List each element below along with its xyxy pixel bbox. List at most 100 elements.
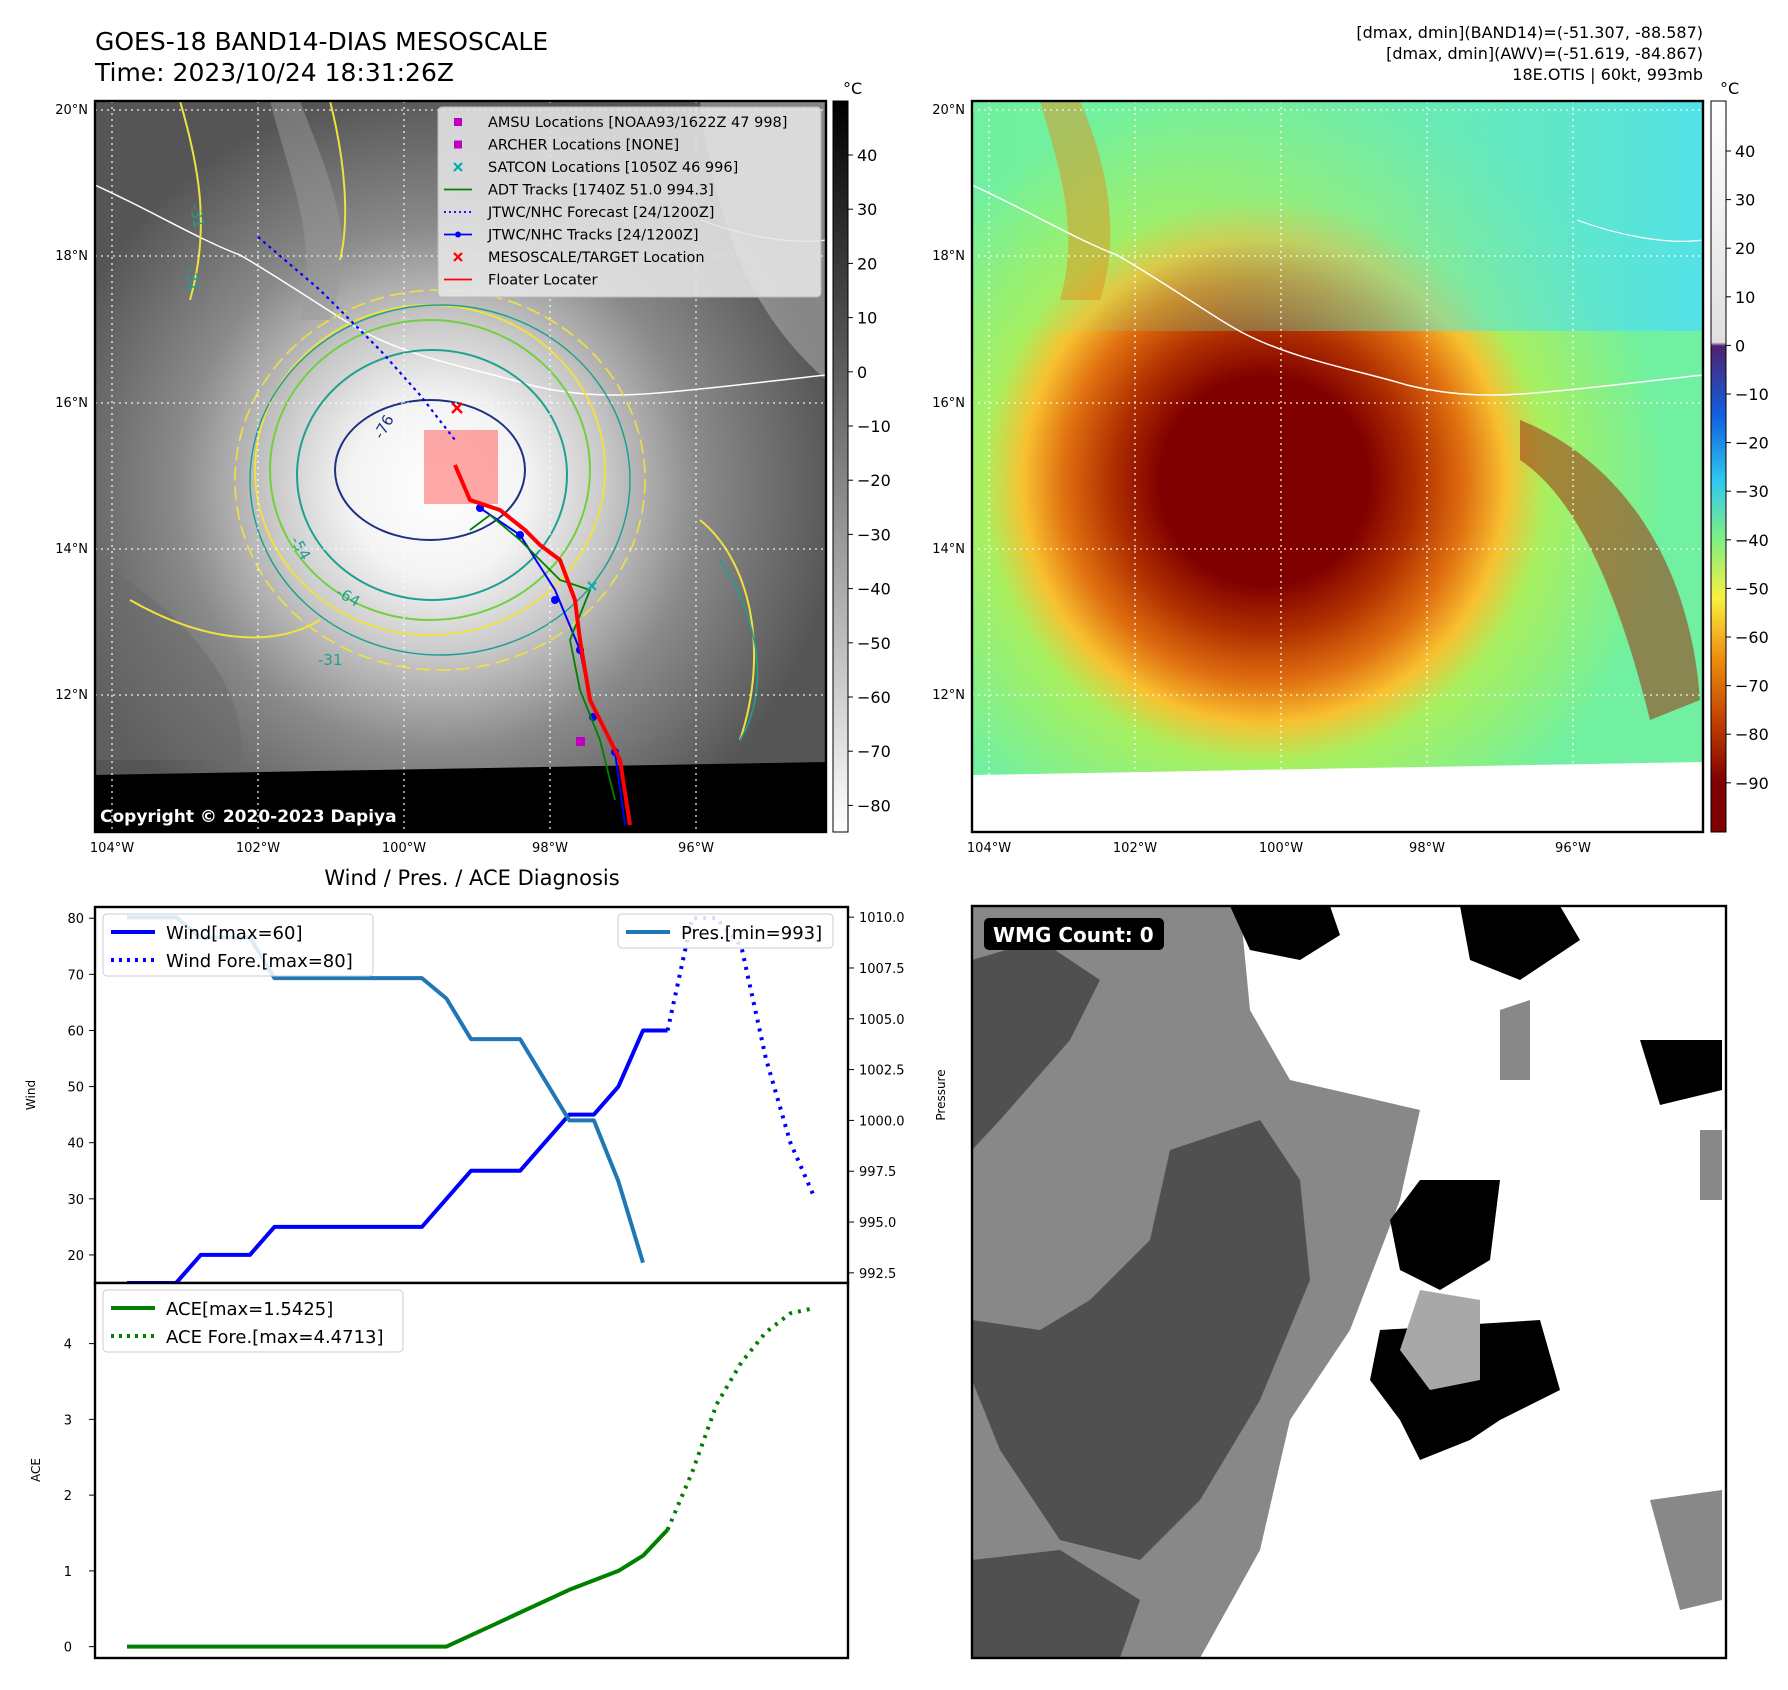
legend-ace: ACE[max=1.5425] (166, 1299, 333, 1320)
colorbar-unit: °C (843, 79, 862, 98)
lat-label: 16°N (55, 396, 88, 411)
legend-item-label: ARCHER Locations [NONE] (488, 138, 679, 154)
wind-tick-label: 50 (67, 1081, 84, 1096)
wind-tick-label: 30 (67, 1193, 84, 1208)
lon-label: 98°W (532, 841, 568, 856)
figure-time: Time: 2023/10/24 18:31:26Z (94, 58, 454, 87)
wind-legend: Wind[max=60] Wind Fore.[max=80] (102, 913, 374, 977)
colorbar-tick-label: 0 (857, 363, 867, 382)
diagnosis-title: Wind / Pres. / ACE Diagnosis (324, 866, 619, 890)
series-line-forecast (665, 916, 817, 1200)
pressure-tick-label: 1000.0 (859, 1114, 905, 1129)
legend-marker-dot (455, 231, 461, 238)
legend-pressure: Pres.[min=993] (681, 923, 822, 944)
colorbar-tick-label: −50 (1735, 579, 1769, 598)
lat-label: 20°N (55, 103, 88, 118)
ace-tick-label: 4 (64, 1338, 72, 1353)
contour-label: -31 (181, 266, 203, 293)
legend-item-label: JTWC/NHC Forecast [24/1200Z] (487, 205, 714, 221)
colorbar-tick-label: 30 (857, 200, 877, 219)
wind-tick-label: 80 (67, 912, 84, 927)
colorbar-tick-label: 40 (1735, 142, 1755, 161)
colorbar-tick-label: −60 (1735, 628, 1769, 647)
legend-item-label: Floater Locater (488, 273, 597, 289)
ir-map-panel: -76 -64 -54 -31 -31 -31 (55, 99, 828, 856)
ace-axis-label: ACE (29, 1458, 43, 1482)
colorbar-tick-label: −70 (1735, 677, 1769, 696)
colorbar-tick-label: −40 (1735, 531, 1769, 550)
pressure-tick-label: 992.5 (859, 1267, 896, 1282)
wmg-panel: WMG Count: 0 (970, 904, 1728, 1660)
colorbar-tick-label: −80 (1735, 725, 1769, 744)
colorbar-tick-label: 40 (857, 146, 877, 165)
lat-label: 20°N (932, 103, 965, 118)
lat-label: 14°N (55, 542, 88, 557)
lon-label: 96°W (678, 841, 714, 856)
wind-tick-label: 70 (67, 968, 84, 983)
lon-label: 104°W (90, 841, 134, 856)
contour-label: -31 (318, 651, 343, 669)
lon-label: 102°W (1113, 841, 1157, 856)
lon-label: 104°W (967, 841, 1011, 856)
pressure-tick-label: 995.0 (859, 1216, 896, 1231)
wind-axis-label: Wind (24, 1080, 38, 1110)
ace-tick-label: 0 (64, 1641, 72, 1656)
legend-marker-square (454, 118, 462, 126)
figure-title: GOES-18 BAND14-DIAS MESOSCALE (95, 27, 548, 56)
pressure-tick-label: 997.5 (859, 1165, 896, 1180)
legend-wind-forecast: Wind Fore.[max=80] (166, 951, 353, 972)
colorbar-tick-label: −30 (857, 525, 891, 544)
colorbar-tick-label: −30 (1735, 482, 1769, 501)
storm-info: 18E.OTIS | 60kt, 993mb (1512, 65, 1703, 84)
legend-marker-x (453, 162, 463, 172)
colorbar-gray: °C 40 30 20 10 0 −10 −20 −30 −40 −50 −60 −70 −80 (832, 79, 891, 833)
legend-ace-forecast: ACE Fore.[max=4.4713] (166, 1327, 384, 1348)
ace-tick-label: 1 (64, 1565, 72, 1580)
colorbar-tick-label: 0 (1735, 336, 1745, 355)
series-line-forecast (665, 1305, 816, 1531)
pressure-axis-label: Pressure (934, 1069, 948, 1120)
wind-tick-label: 60 (67, 1024, 84, 1039)
colorbar-tick-label: −10 (1735, 385, 1769, 404)
lat-label: 18°N (932, 249, 965, 264)
colorbar-color: °C 40 30 20 10 0 −10 −20 −30 −40 −50 −60 −70 −80 −90 (1710, 79, 1769, 833)
map-legend: AMSU Locations [NOAA93/1622Z 47 998] ARCH… (437, 106, 822, 298)
awv-map-panel: 20°N 18°N 16°N 14°N 12°N 104°W 102°W 100… (932, 99, 1705, 856)
lon-label: 98°W (1409, 841, 1445, 856)
ace-chart: 4 3 2 1 0 ACE ACE[max=1.5425] ACE Fore.[max=… (29, 1281, 850, 1660)
lat-label: 16°N (932, 396, 965, 411)
colorbar-tick-label: 20 (857, 254, 877, 273)
colorbar-tick-label: 10 (857, 309, 877, 328)
legend-item-label: MESOSCALE/TARGET Location (488, 250, 705, 266)
wmg-count-label: WMG Count: 0 (993, 923, 1154, 947)
legend-marker-square (454, 140, 462, 149)
copyright: Copyright © 2020-2023 Dapiya (100, 807, 397, 827)
wind-tick-label: 20 (67, 1249, 84, 1264)
colorbar-unit: °C (1720, 79, 1739, 98)
stats-awv: [dmax, dmin](AWV)=(-51.619, -84.867) (1386, 44, 1703, 63)
colorbar-tick-label: −50 (857, 634, 891, 653)
legend-item-label: AMSU Locations [NOAA93/1622Z 47 998] (488, 115, 787, 131)
lat-label: 14°N (932, 542, 965, 557)
legend-marker-x (453, 252, 463, 262)
lat-label: 12°N (55, 688, 88, 703)
lon-label: 100°W (1259, 841, 1303, 856)
wind-pressure-chart: 80 70 60 50 40 30 20 1010.0 1007.5 1005.0 1002.5 1… (24, 905, 948, 1285)
colorbar-tick-label: −70 (857, 742, 891, 761)
pressure-tick-label: 1002.5 (859, 1064, 905, 1079)
colorbar-tick-label: −60 (857, 688, 891, 707)
legend-item-label: SATCON Locations [1050Z 46 996] (488, 160, 738, 176)
colorbar-tick-label: 30 (1735, 191, 1755, 210)
colorbar-tick-label: −20 (1735, 434, 1769, 453)
pressure-tick-label: 1010.0 (859, 911, 905, 926)
pressure-legend: Pres.[min=993] (617, 913, 834, 949)
lon-label: 100°W (382, 841, 426, 856)
lon-label: 102°W (236, 841, 280, 856)
colorbar-tick-label: −20 (857, 471, 891, 490)
legend-wind: Wind[max=60] (166, 923, 303, 944)
contour-label: -31 (186, 203, 208, 230)
colorbar-tick-label: −10 (857, 417, 891, 436)
pressure-tick-label: 1005.0 (859, 1013, 905, 1028)
colorbar-tick-label: −90 (1735, 774, 1769, 793)
